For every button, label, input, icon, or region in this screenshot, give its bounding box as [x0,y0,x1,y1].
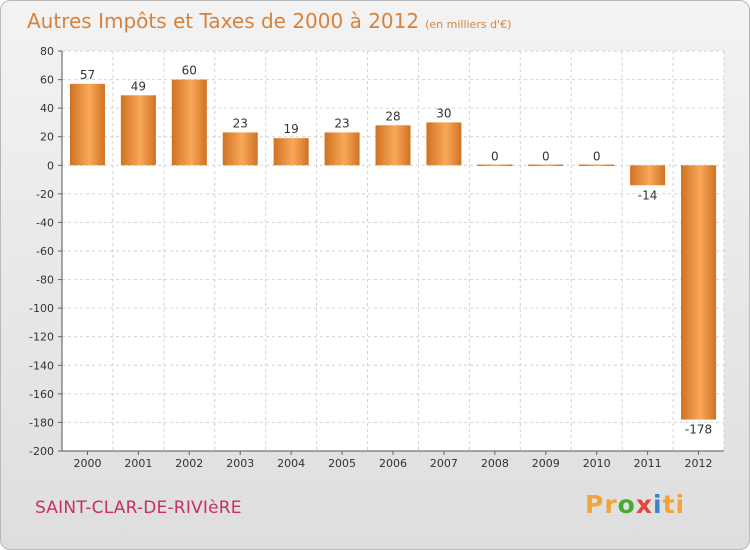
bar-value-label: 60 [182,64,197,78]
x-tick-label: 2011 [634,457,662,470]
title-text: Autres Impôts et Taxes de 2000 à 2012 [27,9,420,33]
bar [630,165,666,186]
bar [171,79,207,166]
chart-title: Autres Impôts et Taxes de 2000 à 2012 (en… [27,9,511,33]
y-tick-label: 20 [40,131,54,144]
bar-value-label: 23 [233,116,248,130]
bar [120,95,156,166]
bar [324,132,360,166]
y-tick-label: -180 [29,416,54,429]
x-tick-label: 2002 [175,457,203,470]
x-tick-label: 2008 [481,457,509,470]
bar [273,138,309,166]
x-tick-label: 2006 [379,457,407,470]
y-tick-label: 80 [40,45,54,58]
logo-letter: x [635,490,653,519]
bar-value-label: 0 [542,149,550,163]
bar [477,164,513,167]
y-tick-label: 60 [40,74,54,87]
y-tick-label: -140 [29,359,54,372]
y-tick-label: -60 [36,245,54,258]
bar [528,164,564,167]
unit-label: (en milliers d'€) [425,18,512,31]
bar-value-label: -178 [685,423,712,437]
y-tick-label: -80 [36,274,54,287]
bar-value-label: 30 [436,106,451,120]
y-tick-label: -120 [29,331,54,344]
logo-letter: ti [662,490,686,519]
proxiti-logo: Proxiti [585,490,685,519]
bar [426,122,462,166]
bar-value-label: 28 [385,109,400,123]
y-tick-label: 0 [47,159,54,172]
bar-value-label: 57 [80,68,95,82]
x-tick-label: 2007 [430,457,458,470]
y-tick-label: -160 [29,388,54,401]
y-tick-label: -100 [29,302,54,315]
bar-value-label: -14 [638,188,658,202]
x-tick-label: 2004 [277,457,305,470]
logo-letter: i [652,490,663,519]
bar [222,132,258,166]
bar [579,164,615,167]
x-tick-label: 2012 [685,457,713,470]
bar [69,83,105,166]
y-tick-label: 40 [40,102,54,115]
commune-name: SAINT-CLAR-DE-RIVIèRE [35,498,242,518]
y-tick-label: -40 [36,216,54,229]
x-tick-label: 2009 [532,457,560,470]
x-tick-label: 2001 [124,457,152,470]
bar-value-label: 0 [593,149,601,163]
y-tick-label: -200 [29,445,54,458]
bar-value-label: 49 [131,79,146,93]
logo-letter: Pr [585,490,618,519]
bar [681,165,717,420]
bar-value-label: 0 [491,149,499,163]
bar [375,125,411,166]
bar-value-label: 23 [334,116,349,130]
x-tick-label: 2010 [583,457,611,470]
bar-value-label: 19 [284,122,299,136]
x-tick-label: 2000 [73,457,101,470]
x-tick-label: 2003 [226,457,254,470]
y-tick-label: -20 [36,188,54,201]
logo-letter: o [617,490,636,519]
x-tick-label: 2005 [328,457,356,470]
